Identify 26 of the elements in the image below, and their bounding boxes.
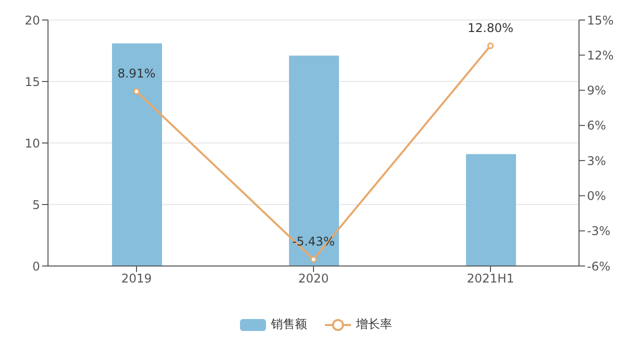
y-tick-label: 5 — [32, 198, 40, 212]
y-tick-label: 20 — [24, 13, 40, 28]
y2-tick-label: 6% — [587, 118, 606, 133]
data-label: 12.80% — [468, 20, 514, 35]
point — [133, 88, 140, 95]
bar — [289, 56, 339, 266]
y-tick-label: 0 — [32, 259, 40, 274]
y2-tick-label: 0% — [587, 188, 606, 203]
legend-label: 增长率 — [355, 316, 392, 333]
y2-tick-label: -6% — [587, 259, 610, 274]
y-tick-label: 10 — [24, 136, 40, 150]
x-tick-label: 2021H1 — [466, 272, 514, 286]
legend-label: 销售额 — [270, 316, 307, 333]
y2-tick-label: 12% — [587, 48, 614, 62]
data-label: 8.91% — [117, 66, 156, 80]
x-tick-label: 2019 — [121, 272, 152, 286]
point — [310, 256, 317, 263]
bar — [112, 43, 162, 266]
y2-tick-label: 9% — [587, 84, 606, 98]
y2-tick-label: -3% — [587, 224, 610, 238]
y-tick-label: 15 — [24, 74, 40, 89]
bar — [466, 154, 516, 266]
x-tick-label: 2020 — [298, 272, 329, 286]
point — [487, 42, 494, 50]
y2-tick-label: 3% — [587, 154, 606, 168]
y2-tick-label: 15% — [587, 13, 614, 28]
